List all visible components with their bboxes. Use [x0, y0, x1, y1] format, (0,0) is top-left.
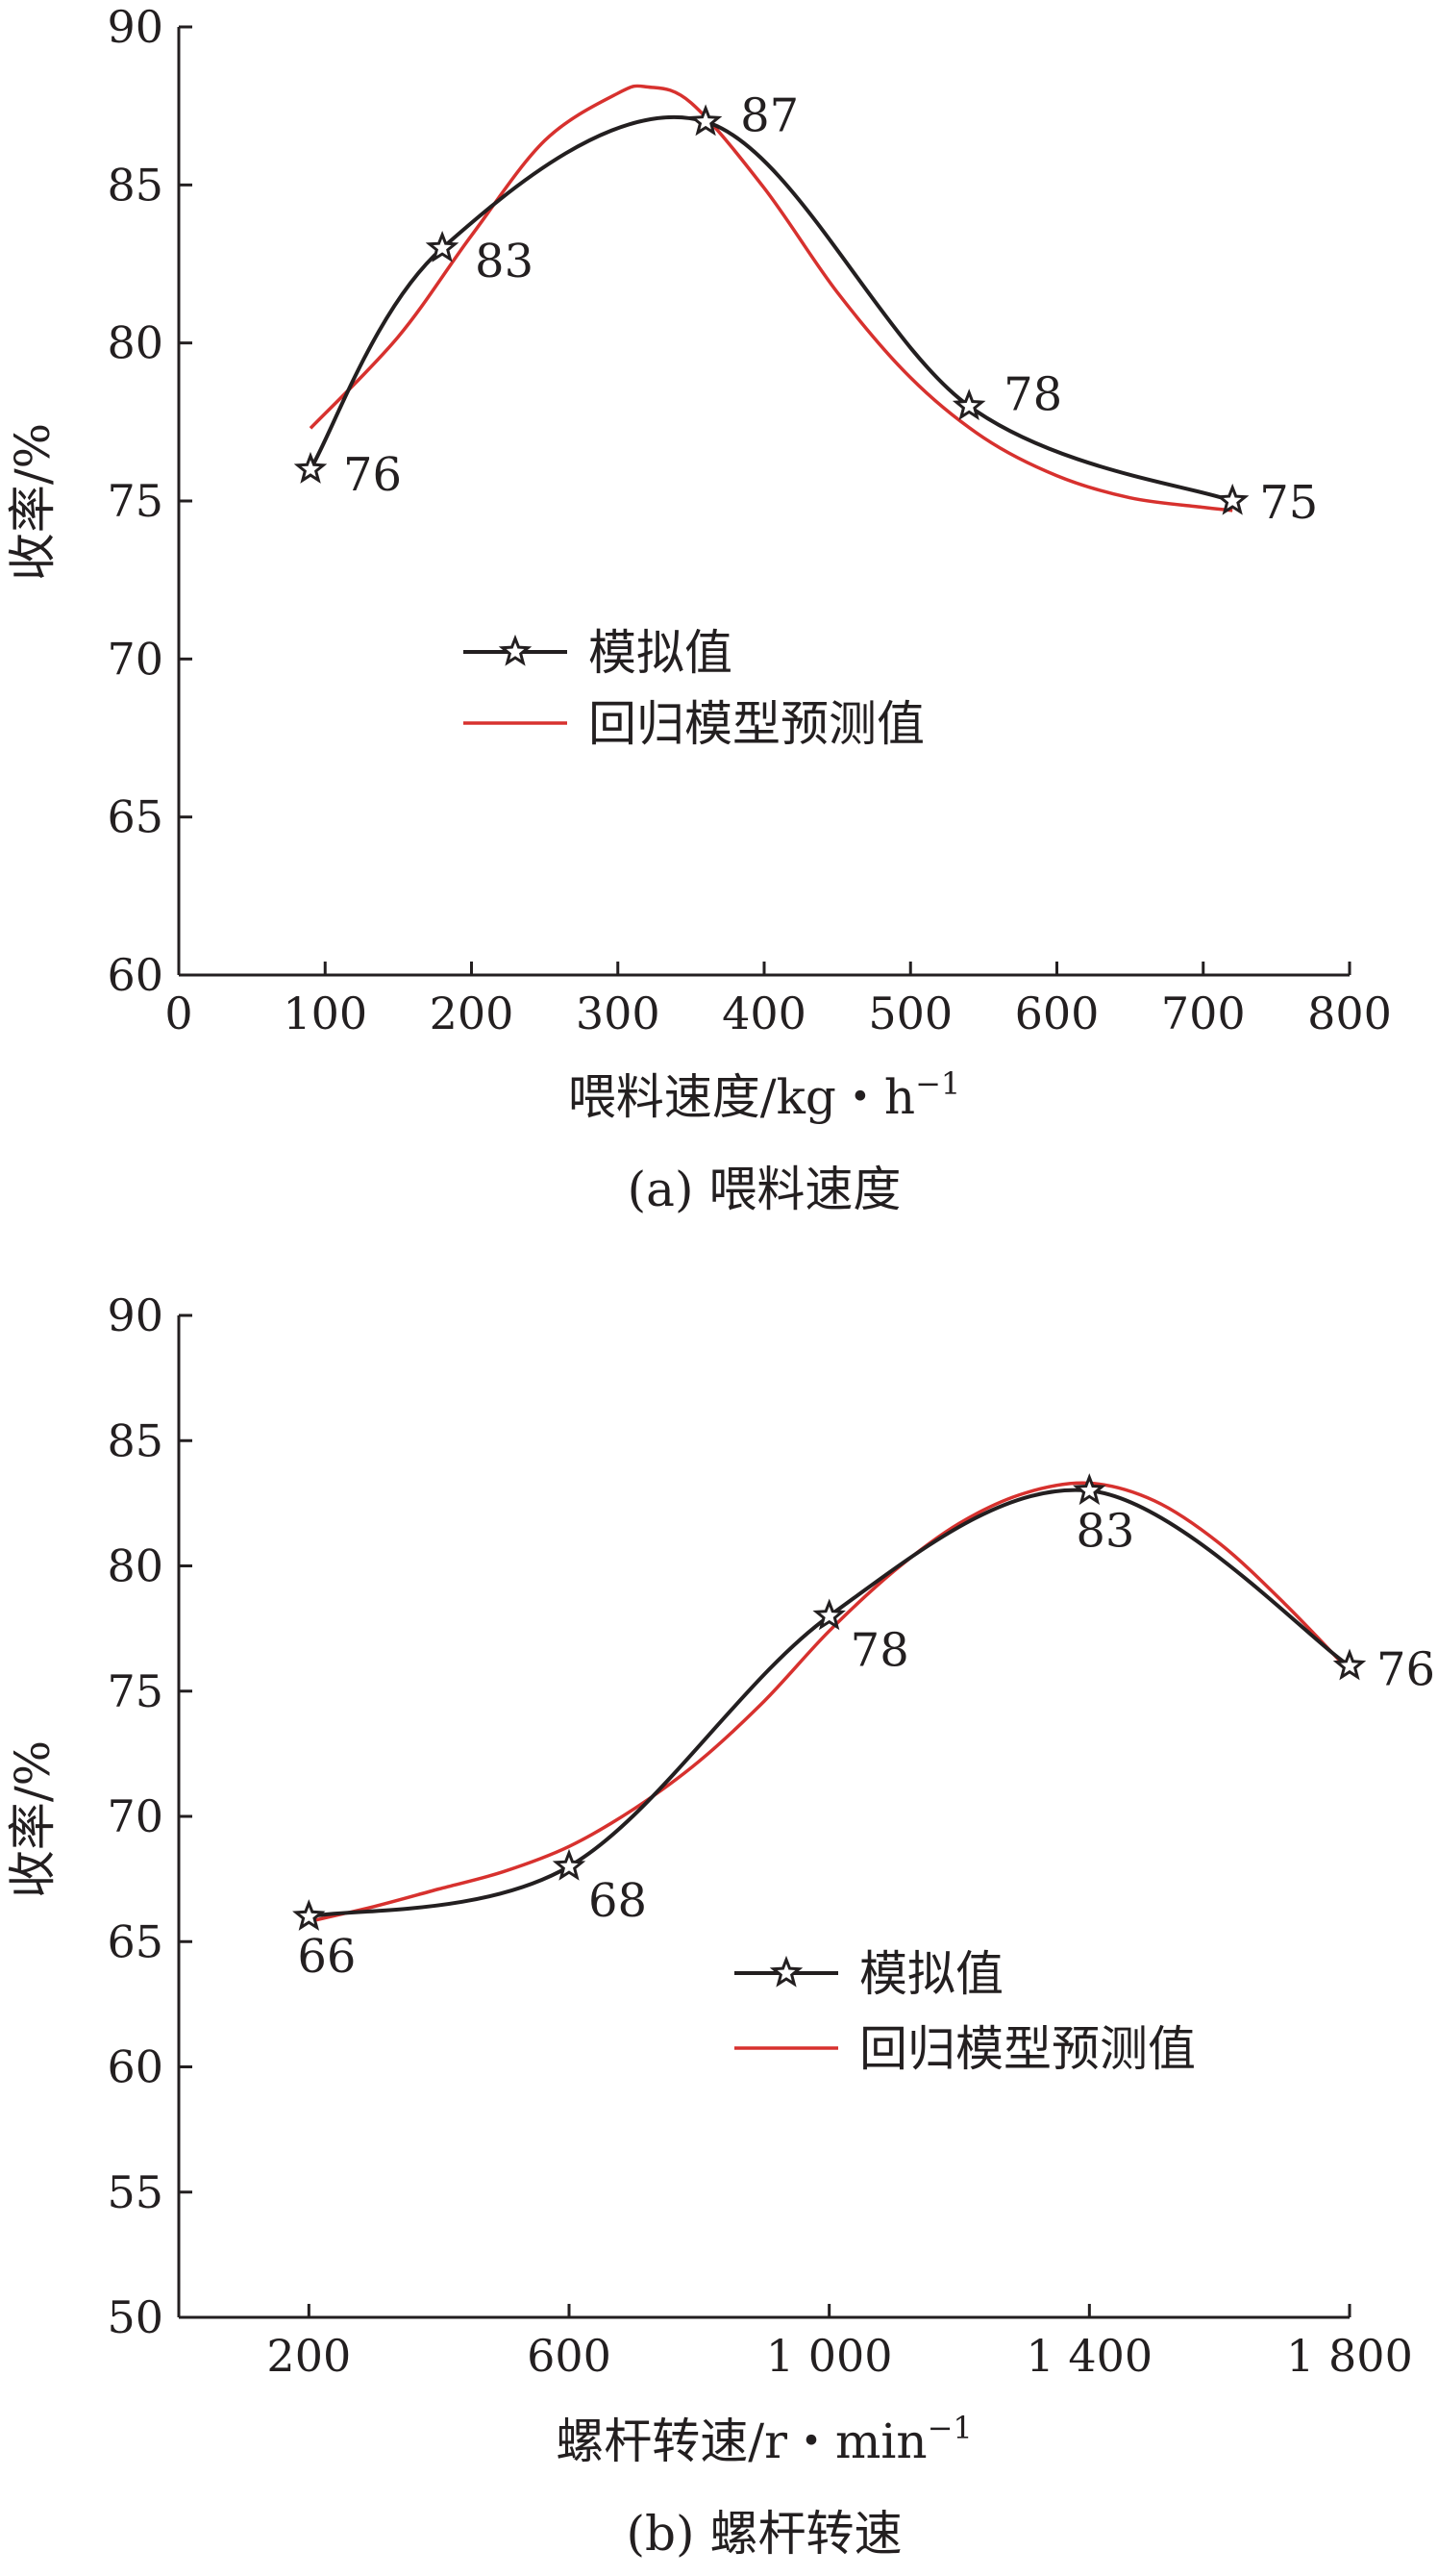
x-tick-label: 800: [1307, 988, 1392, 1039]
data-point-label: 78: [851, 1624, 909, 1678]
x-tick-label: 1 800: [1286, 2330, 1413, 2382]
data-point-marker: [292, 1899, 326, 1931]
regression-series-line: [309, 84, 1233, 513]
data-point-label: 66: [297, 1930, 356, 1984]
y-tick-label: 70: [107, 633, 163, 685]
x-tick-label: 400: [722, 988, 806, 1039]
data-point-marker: [1215, 483, 1250, 515]
x-axis-title: 螺杆转速/r・min−1: [556, 2410, 973, 2469]
y-tick-label: 65: [107, 791, 163, 843]
data-point-marker: [812, 1598, 846, 1631]
data-point-marker: [293, 451, 328, 484]
data-point-label: 75: [1259, 476, 1318, 530]
panel-caption: (b) 螺杆转速: [627, 2506, 903, 2562]
legend-label-regression: 回归模型预测值: [588, 696, 925, 752]
x-axis-title: 喂料速度/kg・h−1: [568, 1065, 961, 1125]
legend-label-simulated: 模拟值: [859, 1946, 1004, 2002]
y-tick-label: 80: [107, 317, 163, 369]
data-point-label: 83: [1076, 1504, 1134, 1558]
data-point-label: 76: [343, 448, 402, 502]
y-tick-label: 85: [107, 1414, 163, 1466]
x-tick-label: 1 400: [1026, 2330, 1153, 2382]
y-tick-label: 85: [107, 159, 163, 211]
regression-series-line: [308, 1481, 1351, 1924]
legend-star-marker: [498, 634, 533, 666]
y-tick-label: 60: [107, 2041, 163, 2093]
x-axis-title-superscript: −1: [928, 2410, 973, 2446]
y-tick-label: 75: [107, 475, 163, 527]
y-axis-title: 收率/%: [5, 423, 61, 581]
x-tick-label: 100: [283, 988, 367, 1039]
y-axis-title: 收率/%: [5, 1740, 61, 1898]
data-point-label: 83: [475, 235, 533, 288]
legend-star-marker: [769, 1955, 804, 1988]
y-tick-label: 80: [107, 1540, 163, 1592]
data-point-label: 76: [1376, 1643, 1435, 1697]
legend-label-regression: 回归模型预测值: [859, 2021, 1196, 2077]
x-tick-label: 1 000: [766, 2330, 893, 2382]
data-point-marker: [688, 104, 723, 137]
x-tick-label: 600: [527, 2330, 611, 2382]
data-point-label: 87: [740, 89, 799, 143]
panel-a-feed-rate: 60 65 70 75 80 85 90 0 100 200 300 400 500 600 700 800 收…: [5, 1, 1392, 1217]
data-point-marker: [1332, 1648, 1367, 1681]
y-tick-label: 55: [107, 2166, 163, 2218]
x-tick-label: 300: [576, 988, 660, 1039]
data-point-marker: [952, 388, 986, 421]
y-tick-label: 90: [107, 1289, 163, 1341]
data-point-marker: [1073, 1473, 1106, 1506]
y-tick-label: 75: [107, 1665, 163, 1717]
y-tick-label: 65: [107, 1915, 163, 1967]
simulated-series-line: [308, 1488, 1351, 1919]
x-tick-label: 700: [1161, 988, 1246, 1039]
legend-label-simulated: 模拟值: [588, 625, 732, 681]
y-tick-label: 70: [107, 1790, 163, 1842]
panel-b-screw-speed: 50 55 60 65 70 75 80 85 90 200 600 1 000 1 400 1 800 收…: [5, 1289, 1435, 2562]
x-tick-label: 500: [868, 988, 953, 1039]
data-point-marker: [425, 230, 459, 263]
data-point-label: 68: [588, 1874, 647, 1928]
x-tick-label: 600: [1015, 988, 1100, 1039]
x-axis-title-superscript: −1: [915, 1065, 960, 1102]
x-tick-label: 0: [164, 988, 192, 1039]
x-tick-label: 200: [430, 988, 514, 1039]
panel-caption: (a) 喂料速度: [628, 1162, 902, 1217]
data-point-label: 78: [1004, 367, 1062, 421]
data-point-marker: [552, 1848, 586, 1881]
y-tick-label: 90: [107, 1, 163, 53]
x-tick-label: 200: [266, 2330, 351, 2382]
y-tick-label: 50: [107, 2291, 163, 2343]
simulated-series-line: [309, 114, 1233, 503]
y-tick-label: 60: [107, 949, 163, 1001]
